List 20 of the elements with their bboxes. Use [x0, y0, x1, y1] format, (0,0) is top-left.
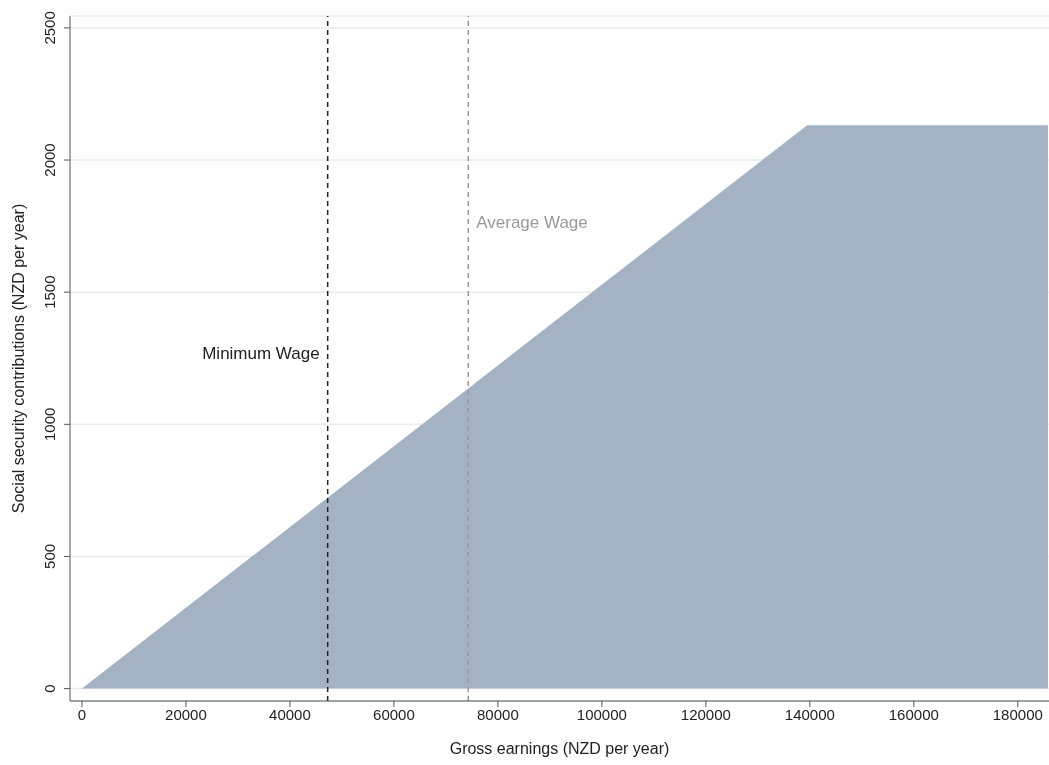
y-tick-label: 2000 [41, 143, 59, 177]
y-tick-label: 1500 [41, 275, 59, 309]
y-tick-label: 1000 [41, 407, 59, 441]
y-axis-title: Social security contributions (NZD per year) [9, 203, 27, 514]
x-tick-label: 60000 [373, 705, 415, 723]
x-tick-label: 100000 [576, 705, 627, 723]
x-tick-label: 0 [77, 705, 87, 723]
ref-line-label: Minimum Wage [202, 343, 320, 363]
x-tick-label: 20000 [165, 705, 207, 723]
x-tick-label: 120000 [680, 705, 731, 723]
x-axis-title: Gross earnings (NZD per year) [449, 740, 670, 757]
y-tick-label: 0 [41, 684, 59, 693]
x-tick-label: 80000 [477, 705, 519, 723]
x-tick-label: 140000 [784, 705, 835, 723]
x-tick-label: 160000 [888, 705, 939, 723]
x-tick-label: 40000 [269, 705, 311, 723]
ref-line-label: Average Wage [476, 213, 588, 233]
y-tick-label: 500 [41, 543, 59, 569]
x-tick-label: 180000 [992, 705, 1043, 723]
y-tick-label: 2500 [41, 11, 59, 45]
